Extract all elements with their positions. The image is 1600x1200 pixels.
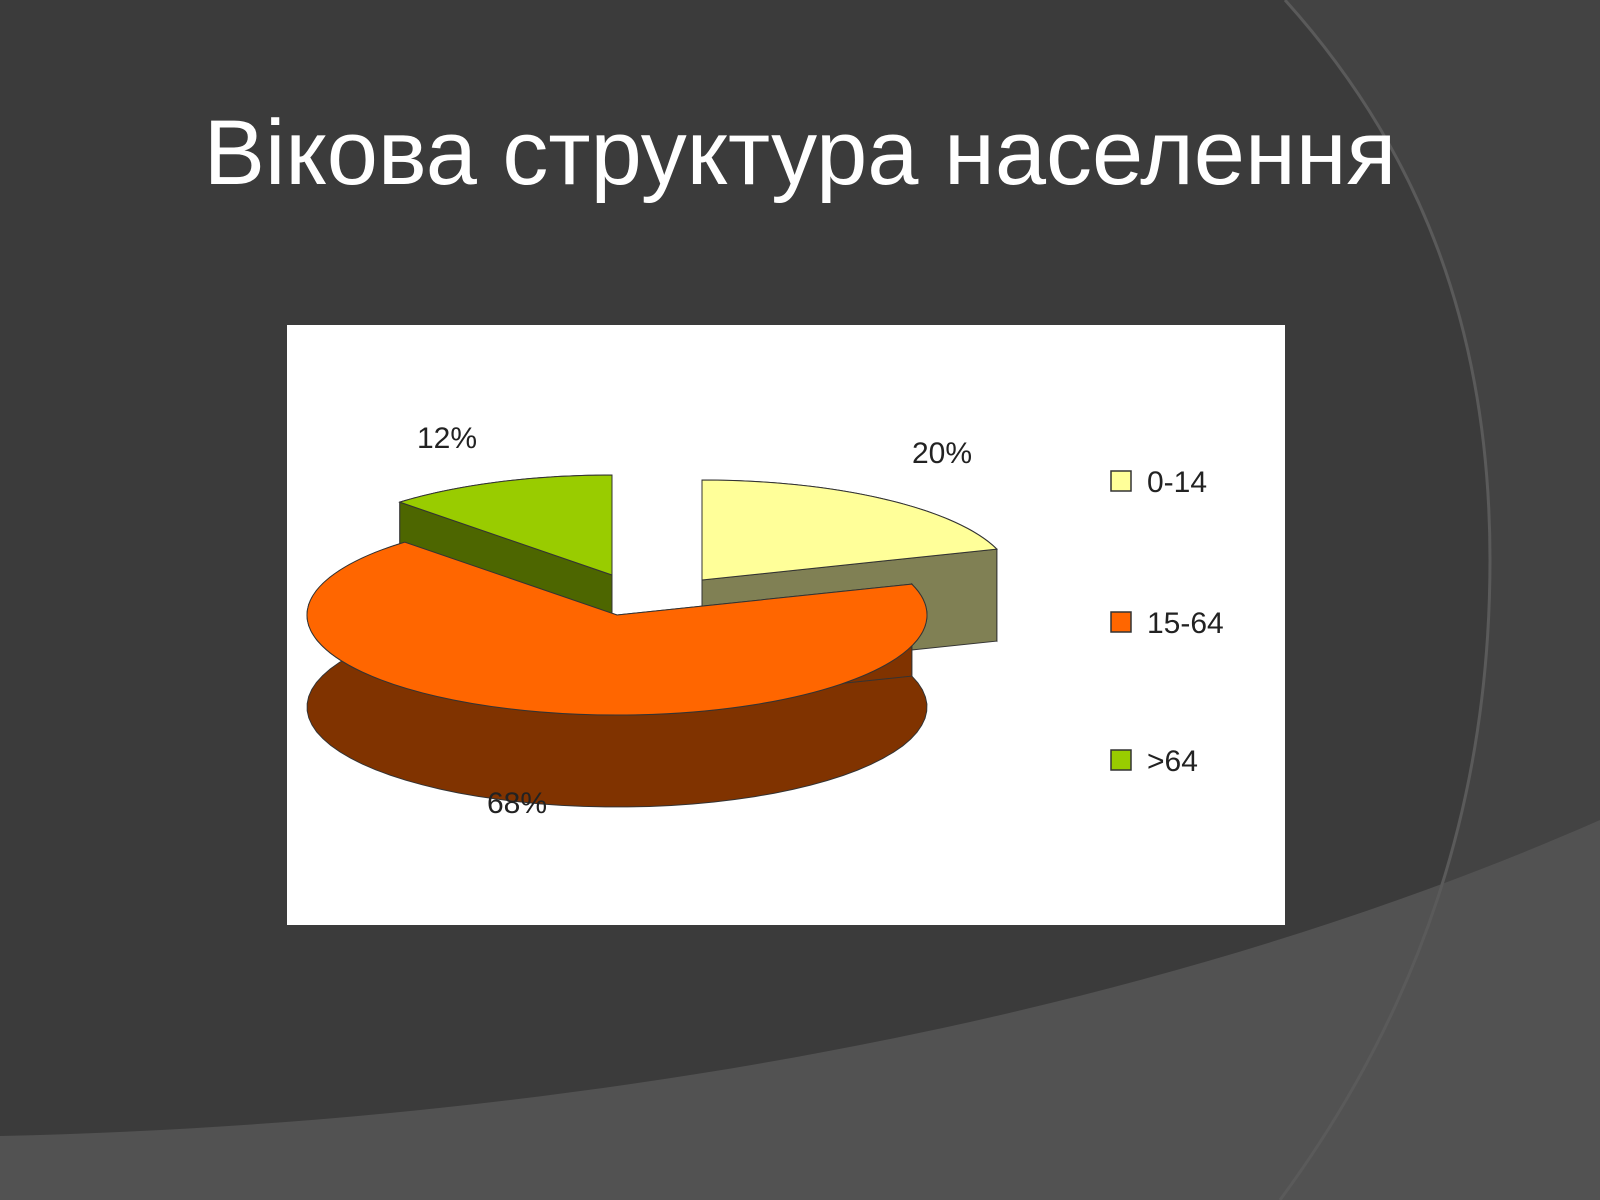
legend-item: >64 — [1110, 745, 1198, 778]
legend-label: >64 — [1147, 745, 1198, 778]
legend-swatch — [1110, 611, 1132, 633]
legend-swatch — [1110, 470, 1132, 492]
legend-item: 0-14 — [1110, 466, 1207, 499]
data-label-0-14: 20% — [912, 437, 972, 470]
pie-slice-tops — [306, 474, 998, 716]
pie-data-labels: 20% 68% 12% — [417, 422, 972, 820]
data-label-15-64: 68% — [487, 787, 547, 820]
legend-label: 15-64 — [1147, 607, 1224, 640]
legend-swatch — [1110, 749, 1132, 771]
pie-slice->64 — [398, 474, 613, 576]
pie-slice-0-14 — [701, 479, 998, 581]
legend-item: 15-64 — [1110, 607, 1224, 640]
pie-slice-15-64 — [306, 541, 928, 716]
chart-panel: 20% 68% 12% 0-14 15-64 >64 — [287, 325, 1285, 925]
data-label->64: 12% — [417, 422, 477, 455]
legend-label: 0-14 — [1147, 466, 1207, 499]
chart-legend: 0-14 15-64 >64 — [1110, 466, 1224, 778]
pie-chart: 20% 68% 12% 0-14 15-64 >64 — [306, 422, 1224, 820]
slide-title: Вікова структура населення — [203, 102, 1397, 204]
